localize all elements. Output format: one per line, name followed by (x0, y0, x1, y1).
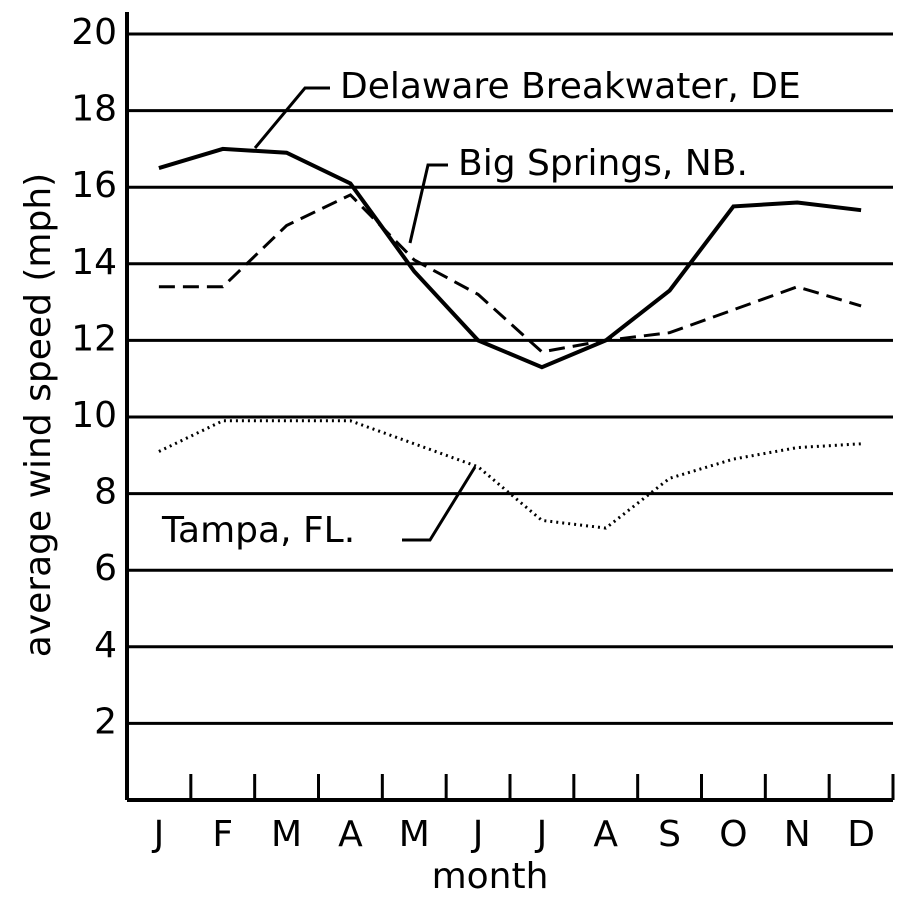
y-tick-label: 10 (71, 395, 117, 436)
x-tick-label: J (152, 814, 165, 855)
y-tick-label: 20 (71, 12, 117, 53)
x-axis-label: month (432, 856, 549, 897)
leader-line (253, 86, 330, 149)
y-tick-label: 12 (71, 318, 117, 359)
y-tick-label: 4 (94, 625, 117, 666)
y-tick-label: 2 (94, 701, 117, 742)
series-label: Tampa, FL. (161, 510, 355, 551)
leader-line (408, 163, 448, 244)
y-tick-label: 18 (71, 89, 117, 130)
y-tick-label: 14 (71, 242, 117, 283)
y-axis-label: average wind speed (mph) (18, 173, 59, 657)
x-tick-label: A (593, 814, 618, 855)
series-label: Delaware Breakwater, DE (340, 66, 801, 107)
x-tick-label: D (847, 814, 875, 855)
x-tick-label: M (399, 814, 430, 855)
x-tick-label: N (784, 814, 811, 855)
leader-line (402, 466, 477, 542)
x-tick-label: A (338, 814, 363, 855)
x-tick-label: O (719, 814, 747, 855)
y-tick-label: 6 (94, 548, 117, 589)
series-line (158, 146, 862, 370)
x-tick-label: M (271, 814, 302, 855)
x-tick-label: F (212, 814, 233, 855)
series-line (158, 193, 862, 354)
y-tick-label: 8 (94, 472, 117, 513)
x-tick-label: S (658, 814, 681, 855)
series-label: Big Springs, NB. (458, 143, 748, 184)
y-tick-label: 16 (71, 165, 117, 206)
x-tick-label: J (471, 814, 484, 855)
x-tick-label: J (535, 814, 548, 855)
